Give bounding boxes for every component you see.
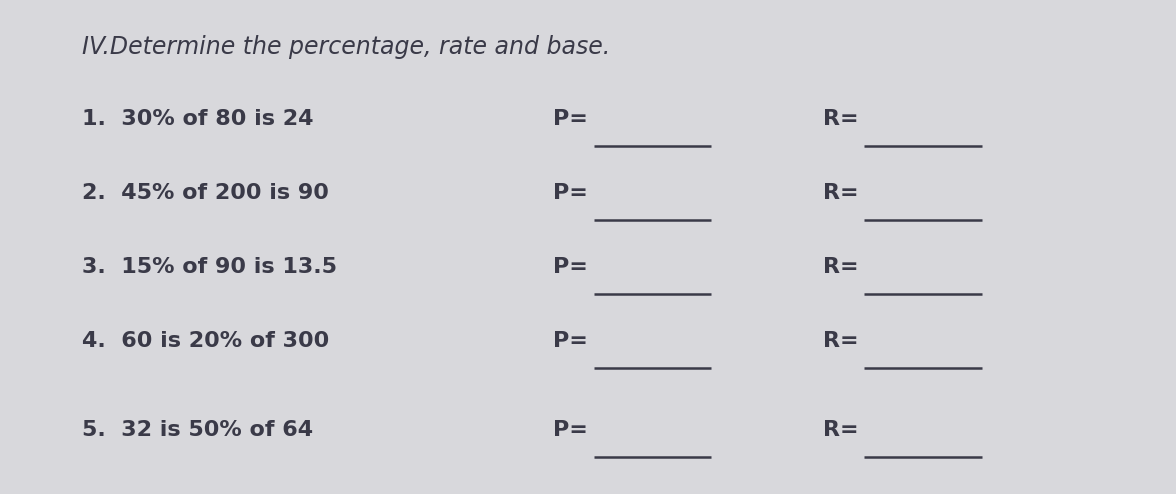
- Text: 2.  45% of 200 is 90: 2. 45% of 200 is 90: [82, 183, 329, 203]
- Text: R=: R=: [823, 257, 858, 277]
- Text: R=: R=: [823, 420, 858, 440]
- Text: IV.Determine the percentage, rate and base.: IV.Determine the percentage, rate and ba…: [82, 35, 610, 59]
- Text: R=: R=: [823, 183, 858, 203]
- Text: P=: P=: [553, 183, 588, 203]
- Text: P=: P=: [553, 420, 588, 440]
- Text: P=: P=: [553, 331, 588, 351]
- Text: R=: R=: [823, 331, 858, 351]
- Text: 3.  15% of 90 is 13.5: 3. 15% of 90 is 13.5: [82, 257, 338, 277]
- Text: 4.  60 is 20% of 300: 4. 60 is 20% of 300: [82, 331, 329, 351]
- Text: P=: P=: [553, 257, 588, 277]
- Text: 1.  30% of 80 is 24: 1. 30% of 80 is 24: [82, 109, 314, 128]
- Text: R=: R=: [823, 109, 858, 128]
- Text: P=: P=: [553, 109, 588, 128]
- Text: 5.  32 is 50% of 64: 5. 32 is 50% of 64: [82, 420, 314, 440]
